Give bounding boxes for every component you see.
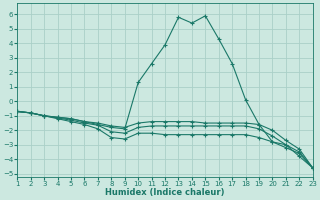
X-axis label: Humidex (Indice chaleur): Humidex (Indice chaleur) xyxy=(105,188,225,197)
